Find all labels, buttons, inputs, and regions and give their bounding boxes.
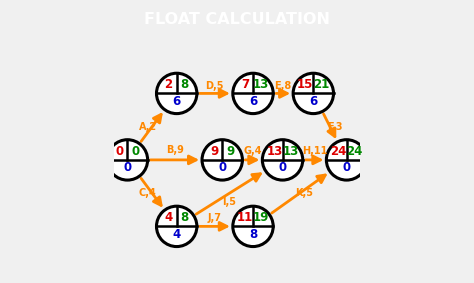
- Text: 13: 13: [283, 145, 299, 158]
- Text: 9: 9: [226, 145, 235, 158]
- Text: FLOAT CALCULATION: FLOAT CALCULATION: [144, 12, 330, 27]
- Text: 7: 7: [241, 78, 249, 91]
- Text: 9: 9: [210, 145, 218, 158]
- Circle shape: [233, 206, 273, 246]
- Text: H,11: H,11: [302, 146, 327, 156]
- Text: B,9: B,9: [166, 145, 184, 155]
- Text: 13: 13: [266, 145, 283, 158]
- Text: 24: 24: [330, 145, 346, 158]
- Text: D,5: D,5: [206, 81, 224, 91]
- Text: 6: 6: [249, 95, 257, 108]
- Circle shape: [293, 73, 334, 113]
- Text: K,5: K,5: [295, 188, 313, 198]
- Text: 0: 0: [279, 162, 287, 175]
- Circle shape: [107, 140, 147, 180]
- Text: A,2: A,2: [138, 122, 157, 132]
- Text: 24: 24: [346, 145, 363, 158]
- Text: 19: 19: [253, 211, 269, 224]
- Text: 13: 13: [253, 78, 269, 91]
- Text: I,5: I,5: [223, 197, 237, 207]
- Text: 11: 11: [237, 211, 253, 224]
- Text: G,4: G,4: [243, 146, 262, 156]
- Text: 4: 4: [164, 211, 173, 224]
- Text: 2: 2: [164, 78, 173, 91]
- Circle shape: [156, 73, 197, 113]
- Text: 8: 8: [181, 211, 189, 224]
- Text: 0: 0: [343, 162, 351, 175]
- Text: E,8: E,8: [274, 81, 292, 91]
- Text: 6: 6: [309, 95, 318, 108]
- Text: C,4: C,4: [139, 188, 156, 198]
- Text: 0: 0: [218, 162, 226, 175]
- Text: 21: 21: [313, 78, 329, 91]
- Text: 8: 8: [249, 228, 257, 241]
- Circle shape: [156, 206, 197, 246]
- Text: 15: 15: [297, 78, 313, 91]
- Text: 0: 0: [115, 145, 123, 158]
- Circle shape: [327, 140, 367, 180]
- Text: 0: 0: [131, 145, 139, 158]
- Circle shape: [202, 140, 242, 180]
- Text: 6: 6: [173, 95, 181, 108]
- Circle shape: [233, 73, 273, 113]
- Text: 8: 8: [181, 78, 189, 91]
- Text: F,3: F,3: [327, 122, 342, 132]
- Text: 0: 0: [123, 162, 131, 175]
- Text: 4: 4: [173, 228, 181, 241]
- Circle shape: [263, 140, 303, 180]
- Text: J,7: J,7: [208, 213, 222, 223]
